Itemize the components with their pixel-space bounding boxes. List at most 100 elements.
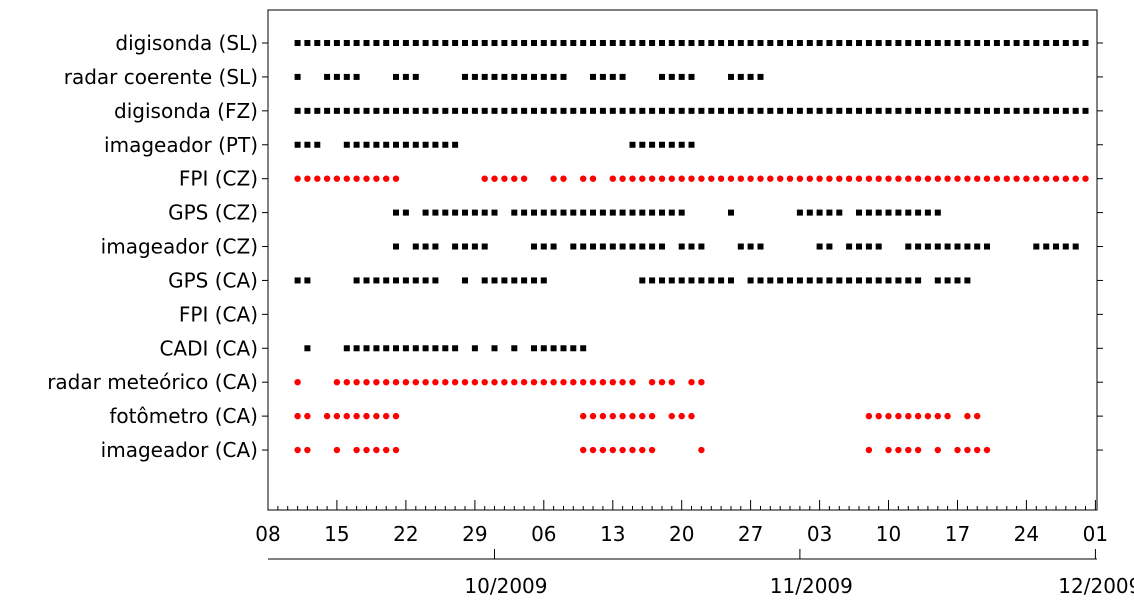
observation-square	[905, 209, 912, 216]
observation-square	[304, 277, 311, 284]
observation-square	[639, 40, 646, 46]
observation-square	[659, 141, 665, 148]
observation-square	[915, 243, 922, 250]
observation-square	[964, 107, 971, 114]
observation-square	[856, 40, 862, 46]
observation-square	[422, 243, 429, 250]
observation-dot	[501, 379, 508, 386]
observation-dot	[609, 379, 616, 386]
day-tick-label: 06	[531, 522, 556, 546]
observation-square	[629, 209, 636, 216]
observation-square	[875, 277, 882, 284]
observation-square	[678, 209, 685, 216]
observation-square	[491, 40, 498, 46]
observation-square	[826, 243, 833, 250]
day-tick-label: 24	[1014, 522, 1039, 546]
observation-dot	[944, 175, 951, 182]
observation-square	[550, 209, 557, 216]
observation-square	[540, 209, 547, 216]
observation-square	[796, 40, 803, 46]
observation-square	[1013, 40, 1020, 46]
observation-square	[609, 40, 616, 46]
observation-dot	[836, 175, 843, 182]
observation-square	[353, 40, 360, 46]
row-label-gps-cz: GPS (CZ)	[168, 201, 258, 225]
observation-square	[865, 209, 872, 216]
day-tick-label: 15	[324, 522, 349, 546]
observation-square	[550, 243, 557, 250]
observation-square	[668, 277, 675, 284]
observation-dot	[668, 412, 675, 420]
observation-square	[353, 277, 360, 284]
observation-square	[343, 73, 350, 80]
observation-square	[511, 345, 518, 352]
observation-square	[412, 107, 419, 114]
observation-square	[294, 73, 301, 80]
observation-square	[924, 107, 931, 114]
observation-dot	[668, 379, 675, 386]
observation-square	[1033, 40, 1040, 46]
observation-dot	[540, 379, 547, 386]
observation-square	[659, 209, 665, 216]
observation-square	[806, 40, 813, 46]
observation-square	[796, 277, 803, 284]
observation-square	[629, 107, 636, 114]
observation-square	[737, 40, 744, 46]
observation-square	[777, 277, 784, 284]
observation-dot	[885, 412, 892, 420]
observation-square	[402, 345, 409, 352]
observation-square	[462, 209, 468, 216]
observation-square	[836, 277, 843, 284]
observation-square	[432, 107, 439, 114]
observation-square	[875, 243, 882, 250]
observation-dot	[580, 379, 587, 386]
observation-square	[826, 107, 833, 114]
observation-square	[1023, 107, 1030, 114]
observation-square	[442, 141, 449, 148]
observation-square	[787, 277, 793, 284]
observation-dot	[924, 175, 932, 182]
observation-square	[846, 40, 853, 46]
observation-square	[609, 209, 616, 216]
observation-square	[728, 209, 734, 216]
observation-square	[757, 40, 764, 46]
observation-dot	[993, 175, 1001, 182]
observation-square	[531, 277, 537, 284]
observation-square	[944, 243, 951, 250]
observation-square	[1013, 107, 1020, 114]
observation-square	[531, 209, 537, 216]
observation-dot	[816, 175, 823, 182]
observation-square	[728, 40, 734, 46]
observation-square	[491, 345, 498, 352]
observation-dot	[1003, 175, 1010, 182]
observation-dot	[648, 446, 656, 454]
observation-dot	[294, 412, 301, 420]
observation-square	[777, 40, 784, 46]
observation-dot	[589, 412, 597, 420]
observation-dot	[983, 446, 991, 454]
observation-dot	[589, 446, 597, 454]
observation-square	[737, 243, 744, 250]
observation-square	[353, 345, 360, 352]
observation-square	[599, 243, 606, 250]
observation-dot	[914, 446, 922, 454]
observation-square	[412, 345, 419, 352]
observation-square	[402, 141, 409, 148]
observation-square	[511, 107, 518, 114]
observation-square	[531, 73, 537, 80]
observation-square	[934, 243, 941, 250]
observation-dot	[934, 412, 941, 420]
observation-square	[343, 141, 350, 148]
observation-square	[590, 243, 596, 250]
observation-square	[471, 40, 478, 46]
observation-square	[570, 243, 577, 250]
observation-square	[846, 243, 853, 250]
observation-dot	[698, 446, 705, 454]
observation-square	[343, 40, 350, 46]
observation-square	[659, 107, 665, 114]
observation-dot	[343, 379, 350, 386]
observation-square	[777, 107, 784, 114]
observation-square	[304, 345, 311, 352]
observation-square	[294, 141, 301, 148]
